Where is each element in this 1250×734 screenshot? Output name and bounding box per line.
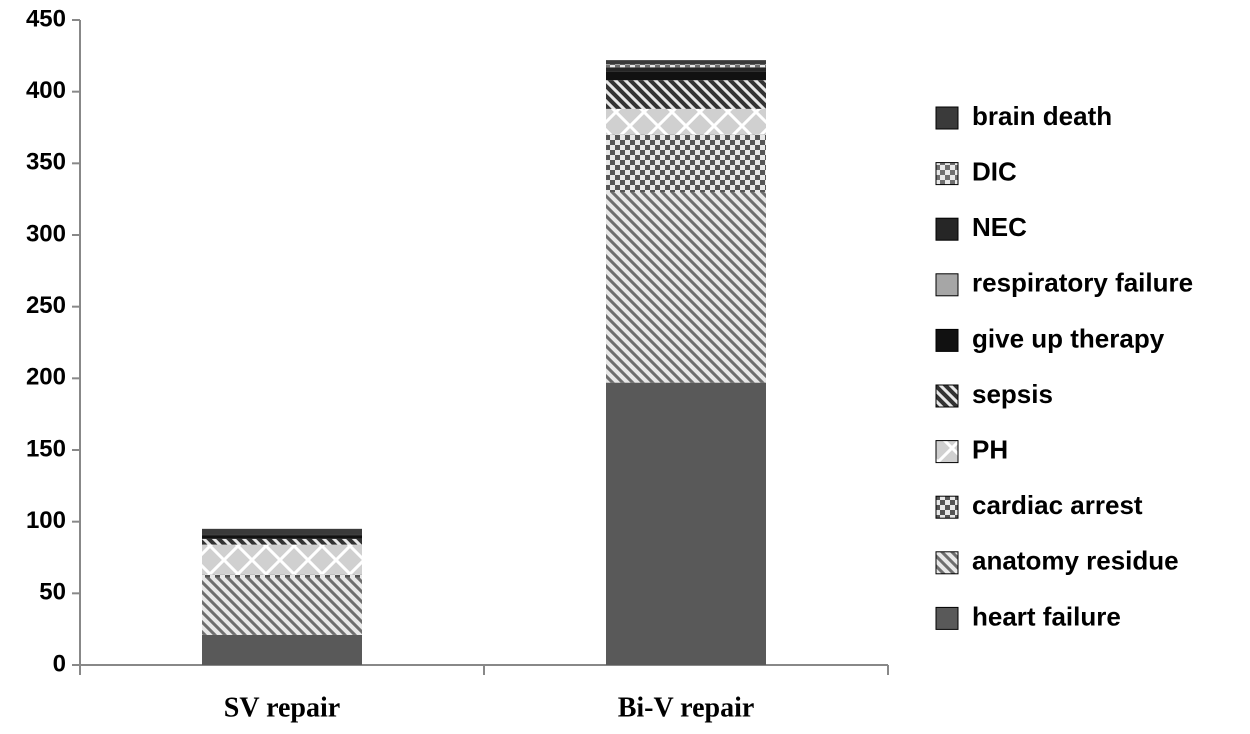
legend-swatch <box>935 273 959 297</box>
legend-label: anatomy residue <box>972 546 1179 576</box>
bar-segment <box>606 60 766 65</box>
bar-segment <box>606 134 766 192</box>
legend-label: heart failure <box>972 601 1121 631</box>
bar-segment <box>606 64 766 68</box>
bar-segment <box>202 544 362 575</box>
legend-swatch <box>935 606 959 630</box>
y-tick-label: 450 <box>26 5 66 32</box>
bar-segment <box>202 634 362 665</box>
y-tick-label: 100 <box>26 507 66 534</box>
y-tick-label: 0 <box>53 650 66 677</box>
legend-label: give up therapy <box>972 323 1165 353</box>
bar-segment <box>606 80 766 109</box>
legend-label: DIC <box>972 156 1017 186</box>
legend-swatch <box>935 551 959 575</box>
y-tick-label: 400 <box>26 77 66 104</box>
y-tick-label: 200 <box>26 364 66 391</box>
x-tick-label: SV repair <box>224 692 340 723</box>
bar-segment <box>202 536 362 539</box>
legend-swatch <box>935 217 959 241</box>
y-tick-label: 50 <box>39 579 66 606</box>
legend-label: NEC <box>972 212 1027 242</box>
y-tick-label: 300 <box>26 220 66 247</box>
x-tick-label: Bi-V repair <box>618 692 755 723</box>
bar-segment <box>606 67 766 72</box>
legend-swatch <box>935 162 959 186</box>
legend-label: respiratory failure <box>972 268 1193 298</box>
legend-swatch <box>935 495 959 519</box>
legend-swatch <box>935 106 959 130</box>
bar-segment <box>606 108 766 135</box>
legend-label: sepsis <box>972 379 1053 409</box>
bar-segment <box>202 534 362 536</box>
bar-segment <box>606 71 766 81</box>
y-tick-label: 250 <box>26 292 66 319</box>
bar-segment <box>202 528 362 535</box>
legend-swatch <box>935 440 959 464</box>
bar-segment <box>606 382 766 665</box>
legend-swatch <box>935 384 959 408</box>
legend-label: cardiac arrest <box>972 490 1143 520</box>
y-tick-label: 150 <box>26 435 66 462</box>
bar-segment <box>202 538 362 545</box>
legend-label: brain death <box>972 101 1112 131</box>
legend-swatch <box>935 328 959 352</box>
bar-segment <box>606 192 766 383</box>
y-tick-label: 350 <box>26 149 66 176</box>
bar-segment <box>202 574 362 578</box>
legend-label: PH <box>972 434 1008 464</box>
bar-segment <box>202 577 362 635</box>
